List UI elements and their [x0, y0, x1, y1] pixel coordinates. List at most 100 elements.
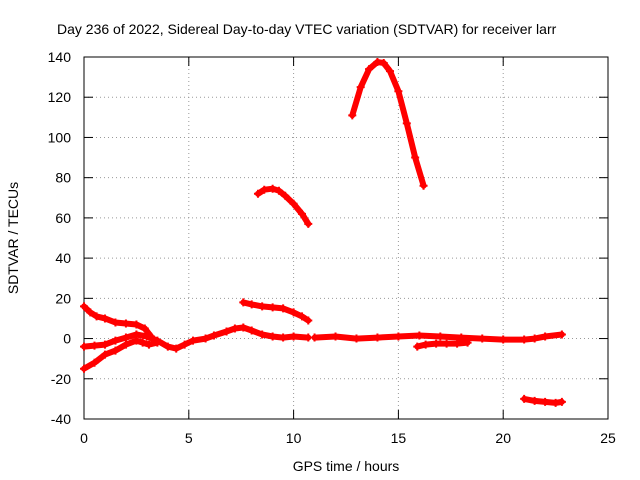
series-group	[80, 58, 566, 407]
data-point	[436, 332, 445, 341]
series-line-arc-e	[255, 185, 312, 227]
data-point	[432, 339, 441, 348]
plot-frame	[83, 56, 609, 420]
series-line-arc-a	[81, 303, 155, 340]
data-point	[111, 346, 120, 355]
series-line-arc-b	[81, 324, 312, 352]
x-tick-label: 15	[391, 430, 407, 446]
data-point	[260, 185, 269, 194]
data-point	[442, 339, 451, 348]
data-point	[453, 339, 462, 348]
data-point	[172, 344, 181, 353]
x-tick-label: 20	[495, 430, 511, 446]
data-point	[394, 332, 403, 341]
data-point	[413, 342, 422, 351]
data-point	[253, 189, 262, 198]
y-tick-label: 0	[63, 331, 71, 347]
data-point	[121, 340, 130, 349]
data-point	[121, 319, 130, 328]
y-tick-label: 80	[55, 170, 71, 186]
data-point	[153, 338, 162, 347]
y-tick-label: 100	[48, 129, 72, 145]
data-point	[289, 332, 298, 341]
data-point	[121, 333, 130, 342]
data-point	[86, 308, 95, 317]
data-point	[365, 65, 374, 74]
data-point	[551, 398, 560, 407]
data-point	[258, 302, 267, 311]
data-point	[163, 342, 172, 351]
data-point	[268, 303, 277, 312]
data-point	[90, 358, 99, 367]
data-point	[279, 304, 288, 313]
data-point	[100, 340, 109, 349]
data-point	[92, 312, 101, 321]
data-point	[289, 199, 298, 208]
data-point	[415, 331, 424, 340]
data-point	[100, 314, 109, 323]
data-point	[478, 334, 487, 343]
y-tick-label: -40	[51, 411, 71, 427]
y-tick-label: 20	[55, 290, 71, 306]
data-point	[281, 191, 290, 200]
data-point	[541, 332, 550, 341]
data-point	[304, 316, 313, 325]
data-point	[394, 87, 403, 96]
data-point	[111, 318, 120, 327]
data-point	[373, 333, 382, 342]
data-point	[297, 209, 306, 218]
data-point	[132, 336, 141, 345]
data-point	[140, 324, 149, 333]
data-point	[352, 334, 361, 343]
data-point	[557, 397, 566, 406]
x-tick-label: 10	[286, 430, 302, 446]
data-point	[138, 338, 147, 347]
data-point	[530, 396, 539, 405]
data-point	[239, 298, 248, 307]
data-point	[188, 336, 197, 345]
y-axis-label: SDTVAR / TECUs	[5, 182, 21, 294]
chart-title: Day 236 of 2022, Sidereal Day-to-day VTE…	[57, 21, 557, 37]
data-point	[463, 338, 472, 347]
y-tick-label: 120	[48, 89, 72, 105]
data-point	[297, 312, 306, 321]
data-point	[201, 334, 210, 343]
data-point	[421, 340, 430, 349]
data-point	[209, 331, 218, 340]
y-tick-label: -20	[51, 371, 71, 387]
data-point	[239, 323, 248, 332]
data-point	[419, 181, 428, 190]
data-point	[520, 335, 529, 344]
data-point	[499, 335, 508, 344]
data-point	[80, 342, 88, 351]
grid-lines	[84, 57, 608, 419]
data-point	[247, 326, 256, 335]
data-point	[304, 219, 313, 228]
data-point	[402, 119, 411, 128]
data-point	[230, 324, 239, 333]
series-line-arc-g	[349, 59, 427, 189]
x-tick-label: 25	[600, 430, 616, 446]
data-point	[379, 59, 388, 68]
x-axis-label: GPS time / hours	[293, 458, 400, 474]
data-point	[530, 334, 539, 343]
data-point	[132, 320, 141, 329]
data-point	[80, 302, 88, 311]
x-tick-label: 5	[185, 430, 193, 446]
data-point	[180, 340, 189, 349]
data-point	[90, 341, 99, 350]
data-point	[557, 330, 566, 339]
data-point	[279, 333, 288, 342]
data-point	[100, 350, 109, 359]
y-tick-label: 140	[48, 49, 72, 65]
data-point	[331, 332, 340, 341]
data-point	[80, 364, 88, 373]
data-point	[142, 332, 151, 341]
data-point	[411, 153, 420, 162]
data-point	[274, 186, 283, 195]
data-point	[373, 58, 382, 67]
y-tick-label: 60	[55, 210, 71, 226]
data-point	[386, 67, 395, 76]
data-point	[111, 336, 120, 345]
